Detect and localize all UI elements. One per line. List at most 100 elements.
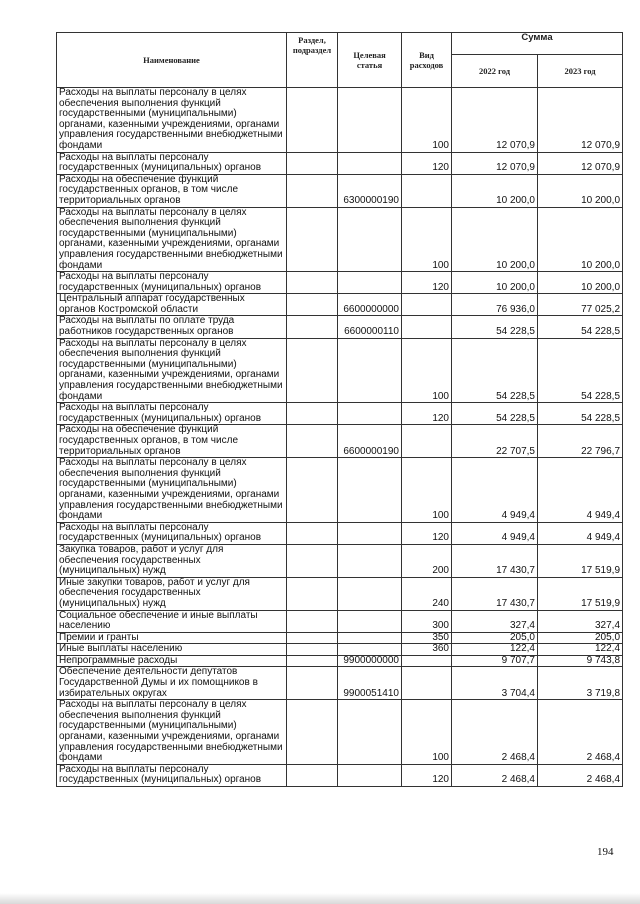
cell-y2022: 4 949,4 <box>451 521 538 545</box>
cell-y2022: 10 200,0 <box>451 271 538 295</box>
cell-name: Расходы на выплаты персоналу государстве… <box>56 521 287 545</box>
cell-name: Непрограммные расходы <box>56 654 287 668</box>
cell-y2022: 54 228,5 <box>451 337 538 404</box>
cell-vid: 100 <box>401 206 452 273</box>
table-row: Расходы на выплаты персоналу государстве… <box>56 763 624 788</box>
cell-name: Расходы на выплаты персоналу в целях обе… <box>56 337 287 404</box>
cell-name: Расходы на выплаты персоналу в целях обе… <box>56 457 287 523</box>
cell-celevaya <box>337 631 402 645</box>
table-row: Расходы на выплаты персоналу государстве… <box>56 271 624 295</box>
cell-y2022: 4 949,4 <box>451 457 538 523</box>
cell-y2023: 3 719,8 <box>536 666 624 701</box>
cell-name: Расходы на выплаты персоналу государстве… <box>56 271 287 295</box>
cell-celevaya <box>337 763 402 788</box>
cell-razdel <box>286 424 338 459</box>
cell-razdel <box>286 699 338 765</box>
cell-y2023: 12 070,9 <box>536 87 624 153</box>
cell-celevaya <box>337 521 402 545</box>
cell-celevaya <box>337 206 402 273</box>
cell-vid: 100 <box>401 699 452 765</box>
table-row: Расходы на выплаты персоналу государстве… <box>56 402 624 426</box>
cell-name: Закупка товаров, работ и услуг для обесп… <box>56 543 287 578</box>
cell-vid: 300 <box>401 609 452 633</box>
cell-razdel <box>286 206 338 273</box>
header-2022: 2022 год <box>451 54 538 88</box>
cell-y2023: 77 025,2 <box>536 293 624 317</box>
cell-celevaya <box>337 576 402 611</box>
cell-razdel <box>286 87 338 153</box>
cell-y2023: 10 200,0 <box>536 206 624 273</box>
cell-celevaya <box>337 643 402 656</box>
table-row: Расходы на выплаты персоналу в целях обе… <box>56 699 624 765</box>
cell-razdel <box>286 654 338 668</box>
table-row: Иные выплаты населению 360 122,4 122,4 <box>56 643 624 656</box>
cell-name: Премии и гранты <box>56 631 287 645</box>
cell-razdel <box>286 576 338 611</box>
cell-name: Иные выплаты населению <box>56 643 287 656</box>
cell-name: Центральный аппарат государственных орга… <box>56 293 287 317</box>
cell-y2023: 2 468,4 <box>536 699 624 765</box>
cell-y2022: 12 070,9 <box>451 151 538 175</box>
cell-y2022: 3 704,4 <box>451 666 538 701</box>
cell-vid: 120 <box>401 271 452 295</box>
cell-name: Расходы на выплаты персоналу государстве… <box>56 763 287 788</box>
cell-y2022: 327,4 <box>451 609 538 633</box>
cell-vid: 100 <box>401 87 452 153</box>
cell-name: Расходы на выплаты персоналу в целях обе… <box>56 206 287 273</box>
cell-y2022: 54 228,5 <box>451 402 538 426</box>
cell-vid <box>401 424 452 459</box>
cell-y2023: 4 949,4 <box>536 457 624 523</box>
cell-razdel <box>286 151 338 175</box>
page-number: 194 <box>597 846 614 858</box>
cell-vid: 120 <box>401 402 452 426</box>
cell-y2023: 54 228,5 <box>536 337 624 404</box>
cell-y2022: 76 936,0 <box>451 293 538 317</box>
cell-celevaya: 6600000000 <box>337 293 402 317</box>
cell-vid: 100 <box>401 337 452 404</box>
cell-y2023: 10 200,0 <box>536 271 624 295</box>
cell-y2023: 327,4 <box>536 609 624 633</box>
header-summa: Сумма <box>450 32 624 55</box>
cell-vid: 120 <box>401 151 452 175</box>
cell-razdel <box>286 457 338 523</box>
cell-razdel <box>286 173 338 208</box>
cell-vid: 360 <box>401 643 452 656</box>
cell-razdel <box>286 643 338 656</box>
cell-vid: 240 <box>401 576 452 611</box>
cell-name: Расходы на выплаты по оплате труда работ… <box>56 315 287 339</box>
cell-y2023: 2 468,4 <box>536 763 624 788</box>
cell-name: Социальное обеспечение и иные выплаты на… <box>56 609 287 633</box>
cell-celevaya <box>337 402 402 426</box>
cell-y2022: 22 707,5 <box>451 424 538 459</box>
table-row: Социальное обеспечение и иные выплаты на… <box>56 609 624 633</box>
cell-y2023: 4 949,4 <box>536 521 624 545</box>
cell-y2022: 10 200,0 <box>451 206 538 273</box>
table-row: Обеспечение деятельности депутатов Госуд… <box>56 666 624 701</box>
cell-y2023: 9 743,8 <box>536 654 624 668</box>
cell-razdel <box>286 763 338 788</box>
cell-name: Расходы на выплаты персоналу в целях обе… <box>56 699 287 765</box>
budget-table: Наименование Раздел, подраздел Целевая с… <box>56 32 624 788</box>
table-row: Непрограммные расходы 9900000000 9 707,7 9 … <box>56 654 624 668</box>
table-row: Иные закупки товаров, работ и услуг для … <box>56 576 624 611</box>
table-row: Расходы на выплаты персоналу государстве… <box>56 151 624 175</box>
cell-celevaya <box>337 87 402 153</box>
header-name: Наименование <box>56 32 287 88</box>
cell-y2023: 17 519,9 <box>536 576 624 611</box>
page-edge <box>0 893 640 904</box>
cell-vid: 120 <box>401 763 452 788</box>
header-vid: Вид расходов <box>401 32 452 88</box>
table-row: Центральный аппарат государственных орга… <box>56 293 624 317</box>
header-celevaya: Целевая статья <box>337 32 402 88</box>
cell-y2023: 54 228,5 <box>536 315 624 339</box>
cell-razdel <box>286 337 338 404</box>
table-row: Расходы на обеспечение функций государст… <box>56 424 624 459</box>
cell-vid <box>401 315 452 339</box>
cell-celevaya <box>337 271 402 295</box>
cell-y2022: 205,0 <box>451 631 538 645</box>
cell-razdel <box>286 293 338 317</box>
cell-razdel <box>286 402 338 426</box>
cell-celevaya <box>337 543 402 578</box>
cell-celevaya <box>337 457 402 523</box>
cell-vid: 120 <box>401 521 452 545</box>
